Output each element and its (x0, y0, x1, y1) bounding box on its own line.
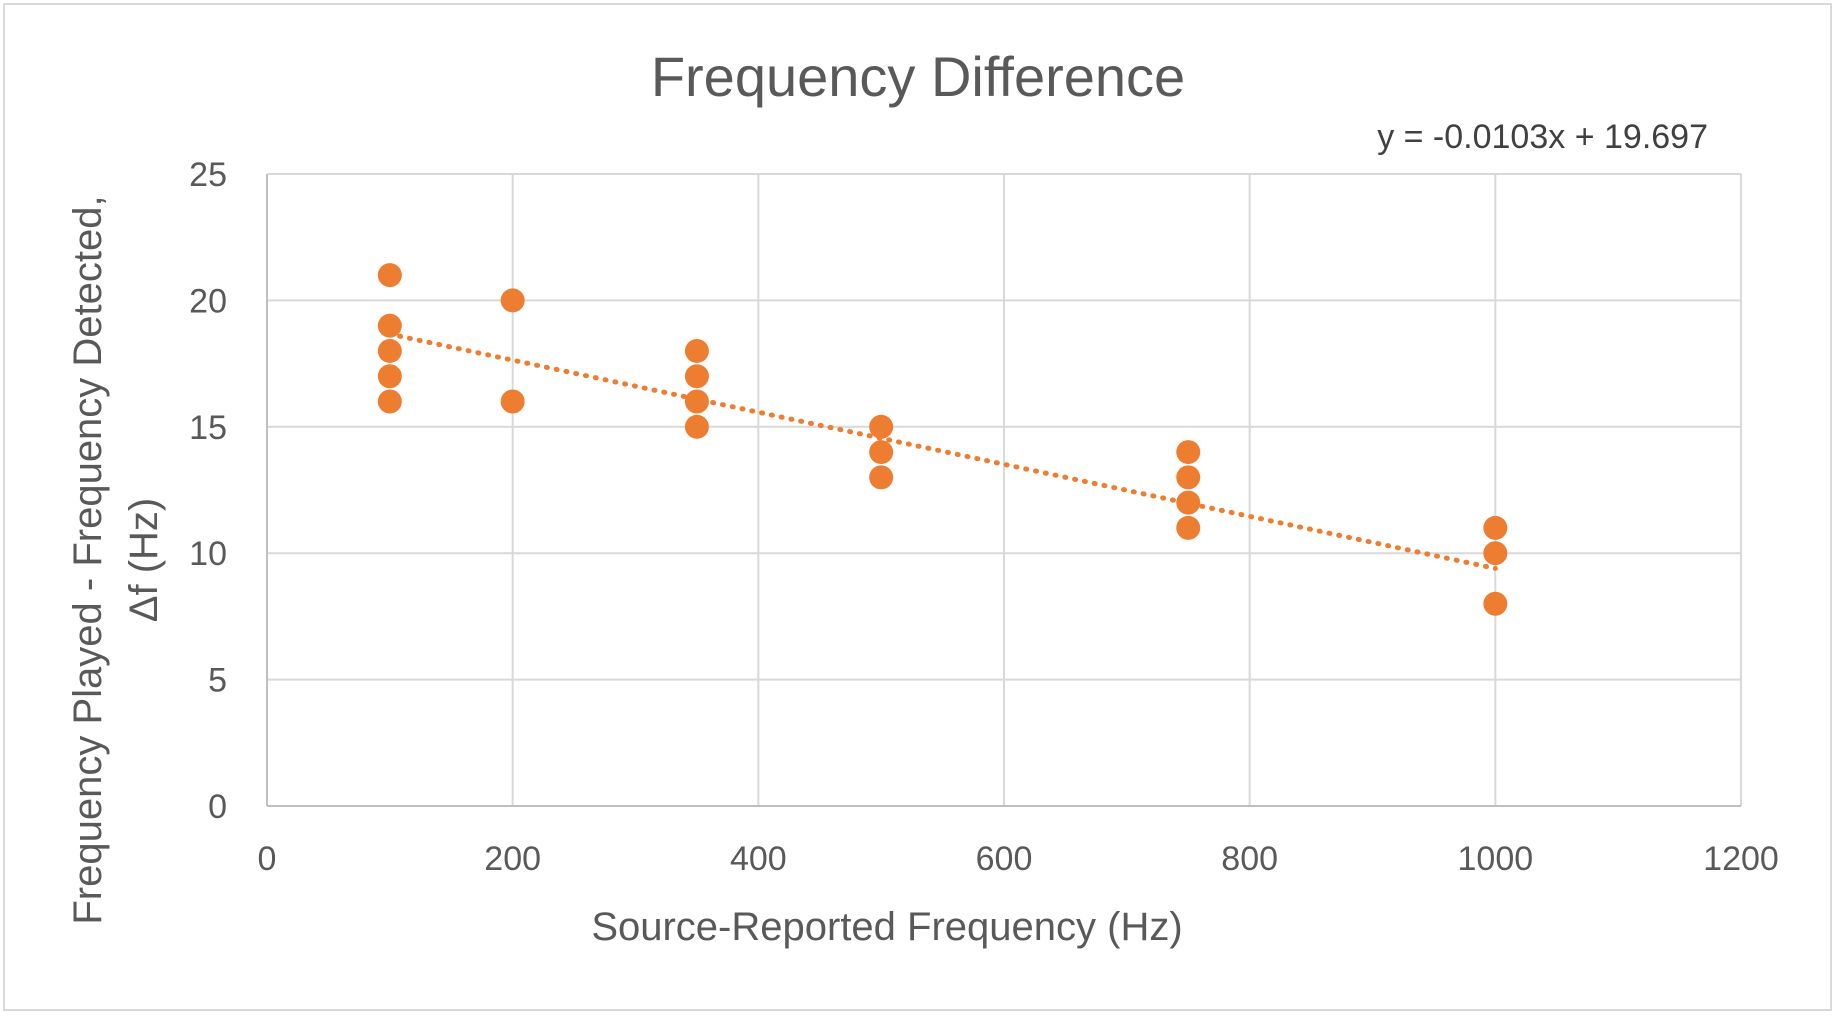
data-point (869, 440, 894, 465)
data-point (684, 389, 709, 414)
data-point (1176, 440, 1201, 465)
data-point (377, 313, 402, 338)
chart-frame (3, 3, 1832, 1011)
gridlines (267, 173, 1742, 806)
data-point (1176, 465, 1201, 490)
x-tick-label: 1000 (1458, 840, 1534, 878)
y-tick-label: 10 (189, 535, 227, 573)
data-point (1176, 515, 1201, 540)
y-tick-label: 0 (208, 788, 227, 826)
data-points (377, 263, 1508, 616)
x-tick-labels: 0 200 400 600 800 1000 1200 (258, 840, 1779, 878)
y-tick-label: 25 (189, 156, 227, 194)
x-tick-label: 0 (258, 840, 277, 878)
y-tick-label: 5 (208, 662, 227, 700)
y-axis-title-line-1: Frequency Played - Frequency Detected, (66, 195, 110, 924)
trendline-equation: y = -0.0103x + 19.697 (1377, 118, 1708, 156)
data-point (684, 414, 709, 439)
chart-title: Frequency Difference (651, 45, 1185, 108)
y-tick-label: 20 (189, 282, 227, 320)
x-tick-label: 800 (1221, 840, 1278, 878)
data-point (377, 364, 402, 389)
data-point (684, 338, 709, 363)
x-tick-label: 600 (976, 840, 1033, 878)
trendline-group (387, 331, 1498, 571)
data-point (377, 338, 402, 363)
data-point (500, 288, 525, 313)
x-axis-title: Source-Reported Frequency (Hz) (591, 905, 1182, 949)
y-axis-title-line-2: Δf (Hz) (122, 498, 166, 622)
data-point (377, 389, 402, 414)
x-tick-label: 200 (484, 840, 541, 878)
data-point (684, 364, 709, 389)
data-point (1483, 515, 1508, 540)
y-tick-label: 15 (189, 409, 227, 447)
data-point (869, 465, 894, 490)
data-point (1483, 541, 1508, 566)
data-point (1176, 490, 1201, 515)
data-point (1483, 591, 1508, 616)
x-tick-label: 1200 (1703, 840, 1779, 878)
y-axis-title: Frequency Played - Frequency Detected, Δ… (66, 195, 166, 924)
data-point (869, 414, 894, 439)
axes (266, 174, 1741, 807)
x-tick-label: 400 (730, 840, 787, 878)
data-point (500, 389, 525, 414)
data-point (377, 263, 402, 288)
trendline (387, 331, 1498, 571)
y-tick-labels: 0 5 10 15 20 25 (189, 156, 227, 826)
